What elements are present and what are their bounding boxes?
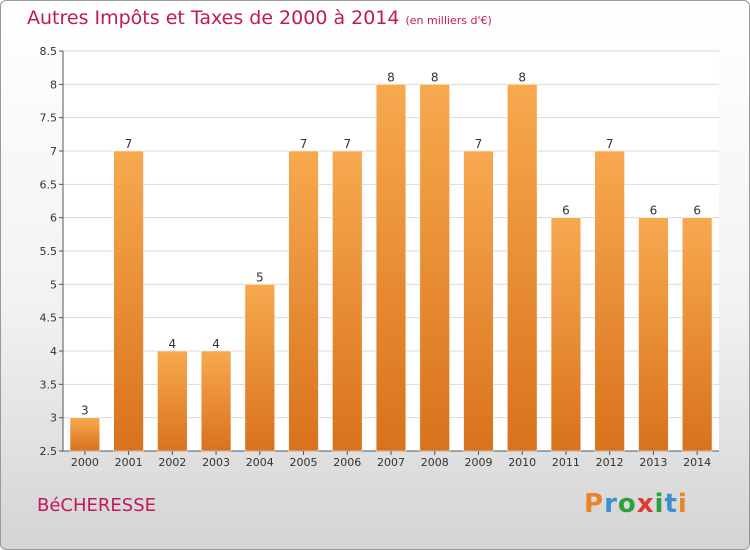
x-tick-label-2013: 2013 bbox=[639, 456, 667, 469]
y-tick-label: 3.5 bbox=[40, 378, 58, 391]
bar-2000 bbox=[69, 417, 100, 452]
x-tick-label-2012: 2012 bbox=[596, 456, 624, 469]
y-tick-label: 7 bbox=[50, 145, 57, 158]
y-tick-label: 5 bbox=[50, 278, 57, 291]
data-label-2001: 7 bbox=[125, 137, 133, 151]
x-tick-label-2006: 2006 bbox=[333, 456, 361, 469]
bar-2012 bbox=[594, 150, 625, 452]
data-label-2014: 6 bbox=[693, 204, 701, 218]
bar-2006 bbox=[332, 150, 363, 452]
bar-2007 bbox=[375, 84, 407, 452]
x-tick-label-2014: 2014 bbox=[683, 456, 711, 469]
data-label-2013: 6 bbox=[650, 204, 658, 218]
proxiti-logo: Proxiti bbox=[584, 489, 688, 519]
bar-2001 bbox=[113, 150, 144, 452]
y-tick-label: 8 bbox=[50, 78, 57, 91]
x-tick-label-2004: 2004 bbox=[246, 456, 274, 469]
data-label-2005: 7 bbox=[300, 137, 308, 151]
logo-letter: P bbox=[584, 489, 605, 519]
x-tick-label-2010: 2010 bbox=[508, 456, 536, 469]
x-tick-label-2001: 2001 bbox=[115, 456, 143, 469]
bar-2008 bbox=[419, 84, 450, 452]
y-tick-label: 3 bbox=[50, 412, 57, 425]
y-tick-label: 4.5 bbox=[40, 312, 58, 325]
bar-2005 bbox=[288, 150, 319, 452]
x-tick-label-2008: 2008 bbox=[421, 456, 449, 469]
y-tick-label: 4 bbox=[50, 345, 57, 358]
y-tick-label: 7.5 bbox=[40, 112, 58, 125]
bar-2003 bbox=[200, 350, 232, 452]
data-label-2003: 4 bbox=[212, 337, 220, 351]
bar-2013 bbox=[638, 217, 669, 452]
y-tick-label: 6.5 bbox=[40, 178, 58, 191]
y-tick-label: 8.5 bbox=[40, 45, 58, 58]
x-tick-label-2009: 2009 bbox=[464, 456, 492, 469]
x-tick-label-2011: 2011 bbox=[552, 456, 580, 469]
logo-letter: r bbox=[604, 489, 618, 519]
logo-letter: o bbox=[617, 489, 637, 519]
bar-2011 bbox=[550, 217, 582, 452]
data-label-2006: 7 bbox=[343, 137, 351, 151]
data-label-2009: 7 bbox=[475, 137, 483, 151]
y-tick-label: 6 bbox=[50, 212, 57, 225]
data-label-2007: 8 bbox=[387, 70, 395, 84]
bar-2009 bbox=[463, 150, 494, 452]
data-label-2008: 8 bbox=[431, 70, 439, 84]
data-label-2011: 6 bbox=[562, 204, 570, 218]
data-label-2000: 3 bbox=[81, 404, 89, 418]
bar-2002 bbox=[157, 350, 188, 452]
chart-title-text: Autres Impôts et Taxes de 2000 à 2014 bbox=[27, 7, 400, 29]
logo-letter: t bbox=[664, 489, 678, 519]
chart-title: Autres Impôts et Taxes de 2000 à 2014 (en… bbox=[27, 7, 492, 29]
bar-2010 bbox=[507, 84, 538, 452]
data-label-2002: 4 bbox=[169, 337, 177, 351]
bar-2014 bbox=[682, 217, 713, 452]
x-tick-label-2000: 2000 bbox=[71, 456, 99, 469]
x-tick-label-2007: 2007 bbox=[377, 456, 405, 469]
x-tick-label-2002: 2002 bbox=[158, 456, 186, 469]
logo-letter: i bbox=[654, 489, 665, 519]
y-tick-label: 5.5 bbox=[40, 245, 58, 258]
bar-2004 bbox=[244, 284, 275, 452]
chart-subtitle: (en milliers d'€) bbox=[405, 14, 492, 27]
place-name: BéCHERESSE bbox=[37, 495, 157, 516]
data-label-2010: 8 bbox=[518, 70, 526, 84]
data-label-2012: 7 bbox=[606, 137, 614, 151]
data-label-2004: 5 bbox=[256, 270, 264, 284]
x-tick-label-2003: 2003 bbox=[202, 456, 230, 469]
logo-letter: i bbox=[677, 489, 688, 519]
logo-letter: x bbox=[636, 489, 655, 519]
x-tick-label-2005: 2005 bbox=[290, 456, 318, 469]
y-tick-label: 2.5 bbox=[40, 445, 58, 458]
